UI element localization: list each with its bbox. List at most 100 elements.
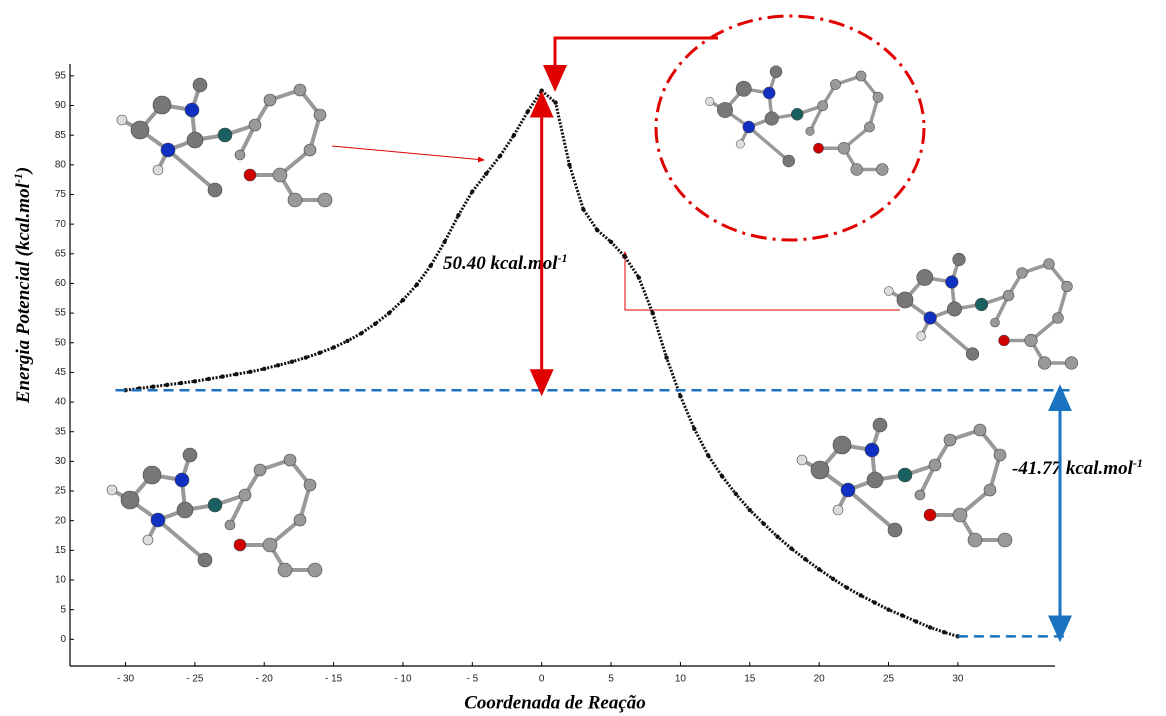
point xyxy=(678,394,682,398)
point xyxy=(290,360,294,364)
point xyxy=(165,383,169,387)
chart: Energia Potencial (kcal.mol-1) Coordenad… xyxy=(0,0,1166,716)
atom xyxy=(898,468,912,482)
x-tick-label: 5 xyxy=(608,674,614,685)
point xyxy=(775,535,779,539)
point xyxy=(831,577,835,581)
annotation: -41.77 kcal.mol-1 xyxy=(1012,456,1143,480)
point xyxy=(401,298,405,302)
point xyxy=(442,240,446,244)
point xyxy=(498,154,502,158)
point xyxy=(304,355,308,359)
point xyxy=(817,567,821,571)
y-tick-label: 75 xyxy=(55,189,67,200)
atom xyxy=(946,276,959,289)
point xyxy=(415,282,419,286)
atom xyxy=(107,485,117,495)
atom xyxy=(884,287,893,296)
point xyxy=(387,311,391,315)
point xyxy=(234,372,238,376)
atom xyxy=(873,92,883,102)
y-tick-label: 45 xyxy=(55,367,67,378)
x-tick-label: 20 xyxy=(814,674,826,685)
point xyxy=(761,521,765,525)
x-tick-label: 25 xyxy=(883,674,895,685)
point xyxy=(928,625,932,629)
point xyxy=(331,345,335,349)
y-tick-label: 70 xyxy=(55,219,67,230)
atom xyxy=(143,535,153,545)
atom xyxy=(153,96,171,114)
atom xyxy=(161,143,175,157)
atom xyxy=(208,498,222,512)
y-tick-label: 20 xyxy=(55,515,67,526)
pointer xyxy=(332,146,484,160)
atom xyxy=(263,538,277,552)
point xyxy=(248,370,252,374)
x-tick-label: - 15 xyxy=(325,674,343,685)
atom xyxy=(244,169,256,181)
atom xyxy=(763,87,775,99)
y-tick-label: 10 xyxy=(55,575,67,586)
atom xyxy=(924,509,936,521)
point xyxy=(637,275,641,279)
atom xyxy=(153,165,163,175)
atom xyxy=(143,466,161,484)
x-tick-label: 0 xyxy=(539,674,545,685)
point xyxy=(692,427,696,431)
atom xyxy=(818,101,828,111)
atom xyxy=(917,332,926,341)
point xyxy=(914,619,918,623)
atom xyxy=(254,464,266,476)
bond xyxy=(158,520,205,560)
atom xyxy=(851,164,863,176)
x-tick-label: 15 xyxy=(744,674,756,685)
bond xyxy=(168,150,215,190)
atom xyxy=(177,502,193,518)
y-tick-label: 55 xyxy=(55,308,67,319)
point xyxy=(748,508,752,512)
atom xyxy=(304,144,316,156)
atom xyxy=(131,121,149,139)
atom xyxy=(117,115,127,125)
atom xyxy=(288,193,302,207)
atom xyxy=(234,539,246,551)
atom xyxy=(856,71,866,81)
y-tick-label: 0 xyxy=(60,634,66,645)
annotation: 50.40 kcal.mol-1 xyxy=(443,251,568,275)
y-tick-label: 85 xyxy=(55,130,67,141)
pointer xyxy=(625,252,900,310)
atom xyxy=(193,78,207,92)
y-tick-label: 5 xyxy=(60,604,66,615)
point xyxy=(650,311,654,315)
atom xyxy=(864,122,874,132)
point xyxy=(789,546,793,550)
atom xyxy=(736,140,745,149)
point xyxy=(664,355,668,359)
point xyxy=(373,322,377,326)
atom xyxy=(944,434,956,446)
y-tick-label: 30 xyxy=(55,456,67,467)
atom xyxy=(833,505,843,515)
y-tick-label: 25 xyxy=(55,486,67,497)
atom xyxy=(249,119,261,131)
x-tick-label: - 20 xyxy=(256,674,274,685)
atom xyxy=(121,491,139,509)
point xyxy=(151,384,155,388)
bond xyxy=(930,318,972,354)
atom xyxy=(294,514,306,526)
atom xyxy=(783,155,795,167)
point xyxy=(526,109,530,113)
atom xyxy=(1062,281,1073,292)
axes xyxy=(70,64,1055,666)
atom xyxy=(198,553,212,567)
atom xyxy=(705,97,714,106)
x-tick-label: - 5 xyxy=(466,674,478,685)
atom xyxy=(974,424,986,436)
y-tick-label: 35 xyxy=(55,426,67,437)
point xyxy=(609,240,613,244)
point xyxy=(900,613,904,617)
x-tick-label: 10 xyxy=(675,674,687,685)
point xyxy=(193,379,197,383)
atom xyxy=(876,164,888,176)
